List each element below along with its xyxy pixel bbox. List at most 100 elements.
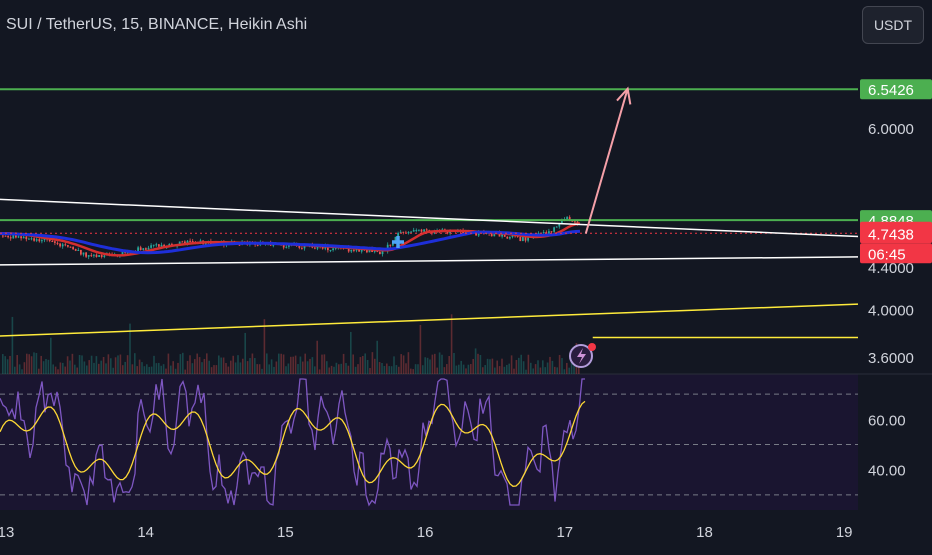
volume-bar <box>11 316 14 374</box>
volume-bar <box>350 331 352 374</box>
volume-bar <box>477 353 479 374</box>
candle <box>423 229 425 232</box>
candle <box>64 244 67 246</box>
volume-bar <box>398 366 400 374</box>
candle <box>498 232 501 237</box>
volume-bar <box>311 357 314 374</box>
x-tick-label: 13 <box>0 524 14 541</box>
volume-bar <box>194 359 196 374</box>
volume-bar <box>496 360 498 374</box>
candle <box>511 235 514 238</box>
candle <box>412 230 415 232</box>
volume-bar <box>105 363 107 374</box>
volume-bar <box>410 368 412 374</box>
volume-bar <box>431 354 434 374</box>
candle <box>555 226 558 228</box>
volume-bar <box>69 360 71 374</box>
volume-bar <box>285 366 287 374</box>
volume-bar <box>30 356 33 374</box>
volume-bar <box>174 368 177 374</box>
candle <box>93 254 95 256</box>
volume-bar <box>198 357 201 374</box>
volume-bar <box>374 358 376 374</box>
volume-bar <box>549 356 551 374</box>
volume-bar <box>256 364 258 374</box>
candle <box>553 227 555 232</box>
x-tick-label: 16 <box>417 524 434 541</box>
volume-bar <box>83 361 86 374</box>
volume-bar <box>129 323 131 374</box>
volume-bar <box>98 363 100 374</box>
volume-bar <box>366 359 369 374</box>
candle <box>334 247 337 249</box>
candle <box>347 246 350 252</box>
volume-bar <box>93 362 95 374</box>
volume-bar <box>542 360 544 374</box>
volume-bar <box>400 354 402 374</box>
volume-bar <box>21 369 23 374</box>
candle <box>137 247 139 253</box>
volume-bar <box>321 354 323 374</box>
volume-bar <box>429 359 431 374</box>
candle <box>355 249 358 251</box>
volume-bar <box>563 369 566 374</box>
candle <box>28 238 30 240</box>
volume-bar <box>470 364 472 374</box>
volume-bar <box>450 314 453 374</box>
volume-bar <box>309 358 311 374</box>
volume-bar <box>26 353 28 374</box>
volume-bar <box>112 367 114 374</box>
white-descending-trendline <box>0 198 859 238</box>
volume-bar <box>383 365 386 374</box>
volume-bar <box>544 367 546 374</box>
candle <box>358 249 360 252</box>
candle <box>550 231 553 233</box>
target-label-text: 6.5426 <box>868 82 914 99</box>
candle <box>35 239 38 241</box>
volume-bar <box>227 366 230 374</box>
candle <box>542 232 545 234</box>
volume-bar <box>131 364 134 374</box>
volume-bar <box>362 355 364 374</box>
volume-bar <box>554 366 556 374</box>
volume-bar <box>522 361 525 374</box>
volume-bar <box>110 358 112 374</box>
volume-bar <box>306 361 309 374</box>
candle <box>285 246 288 248</box>
volume-bar <box>208 360 210 374</box>
candle <box>17 236 20 238</box>
volume-bar <box>189 355 191 374</box>
candle <box>121 251 124 256</box>
candle <box>379 251 381 255</box>
volume-bar <box>434 353 436 374</box>
volume-bar <box>165 368 167 374</box>
candle <box>9 237 12 239</box>
volume-bar <box>124 361 126 374</box>
candle <box>420 229 423 232</box>
candle <box>516 235 519 237</box>
volume-bar <box>136 366 138 374</box>
volume-bar <box>158 362 160 374</box>
volume-bar <box>465 368 467 374</box>
candle <box>493 233 496 237</box>
volume-bar <box>263 319 266 374</box>
candle <box>407 232 410 234</box>
volume-bar <box>510 355 513 374</box>
volume-bar <box>249 358 251 374</box>
volume-bar <box>280 353 282 374</box>
currency-button[interactable]: USDT <box>862 6 924 44</box>
candle <box>329 250 332 252</box>
candle <box>402 231 405 233</box>
volume-bar <box>407 352 410 374</box>
volume-bar <box>78 354 81 374</box>
volume-bar <box>153 355 155 374</box>
arrow-head <box>616 86 632 105</box>
candle <box>74 249 77 251</box>
volume-bar <box>203 358 206 374</box>
candle <box>56 242 59 244</box>
volume-bar <box>518 357 520 374</box>
volume-bar <box>532 368 534 374</box>
volume-bar <box>515 359 518 374</box>
